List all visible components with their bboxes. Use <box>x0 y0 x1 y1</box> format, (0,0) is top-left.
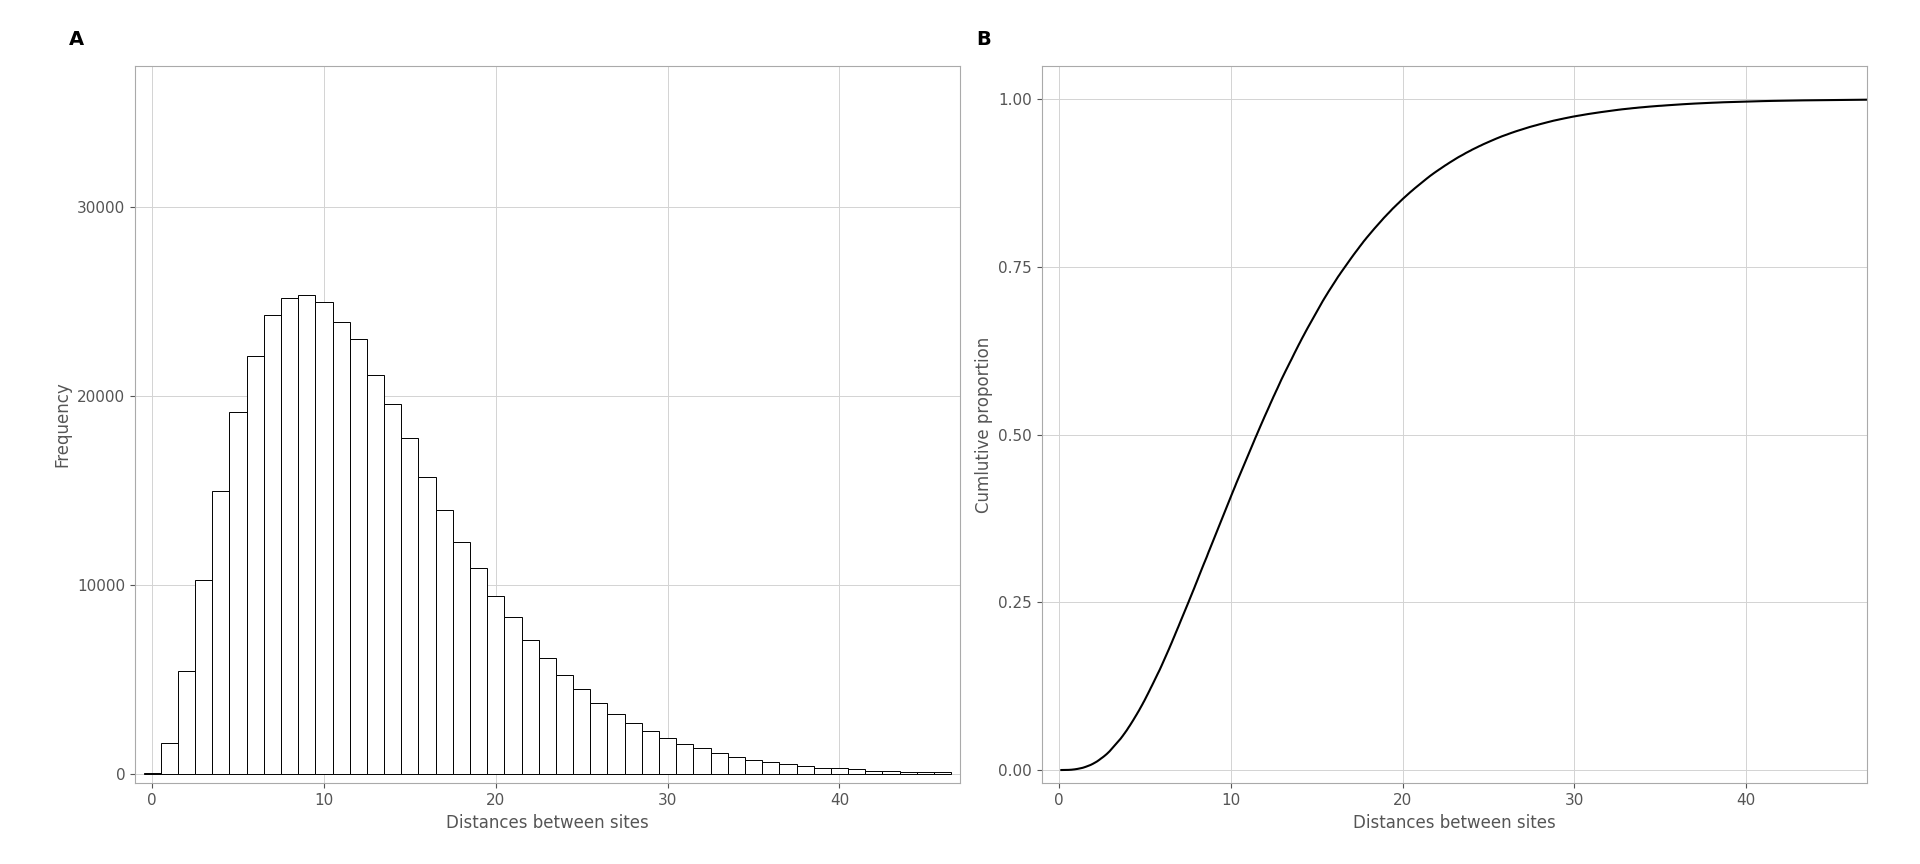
Bar <box>213 491 228 774</box>
Bar <box>900 772 916 774</box>
Bar <box>436 510 453 774</box>
Bar <box>866 771 883 774</box>
Bar <box>624 723 641 774</box>
Bar <box>540 658 557 774</box>
Bar <box>745 759 762 774</box>
Text: B: B <box>975 29 991 48</box>
Bar <box>263 315 280 774</box>
Bar <box>933 772 950 774</box>
Bar <box>797 766 814 774</box>
Bar <box>470 569 488 774</box>
Bar <box>883 771 900 774</box>
Bar <box>641 731 659 774</box>
Bar <box>693 748 710 774</box>
Bar <box>401 438 419 774</box>
Bar <box>780 764 797 774</box>
Bar <box>315 302 332 774</box>
Bar <box>659 739 676 774</box>
Bar <box>572 689 589 774</box>
Bar <box>916 772 933 774</box>
Bar <box>710 753 728 774</box>
Bar <box>246 356 263 774</box>
Bar <box>332 322 349 774</box>
Y-axis label: Frequency: Frequency <box>54 382 71 467</box>
Bar <box>367 375 384 774</box>
Bar <box>298 295 315 774</box>
X-axis label: Distances between sites: Distances between sites <box>1354 814 1555 832</box>
Bar <box>196 581 213 774</box>
Bar <box>849 770 866 774</box>
Bar <box>522 639 540 774</box>
Text: A: A <box>69 29 84 48</box>
Bar <box>676 745 693 774</box>
Bar <box>280 298 298 774</box>
Bar <box>419 477 436 774</box>
Bar <box>762 762 780 774</box>
Bar <box>161 743 179 774</box>
Y-axis label: Cumlutive proportion: Cumlutive proportion <box>975 336 993 512</box>
Bar <box>488 596 505 774</box>
Bar <box>453 542 470 774</box>
Bar <box>349 340 367 774</box>
Bar <box>814 768 831 774</box>
Bar <box>728 757 745 774</box>
X-axis label: Distances between sites: Distances between sites <box>445 814 649 832</box>
Bar <box>557 675 572 774</box>
Bar <box>831 768 849 774</box>
Bar <box>607 715 624 774</box>
Bar <box>144 773 161 774</box>
Bar <box>505 617 522 774</box>
Bar <box>589 703 607 774</box>
Bar <box>384 403 401 774</box>
Bar <box>179 670 196 774</box>
Bar <box>228 412 246 774</box>
